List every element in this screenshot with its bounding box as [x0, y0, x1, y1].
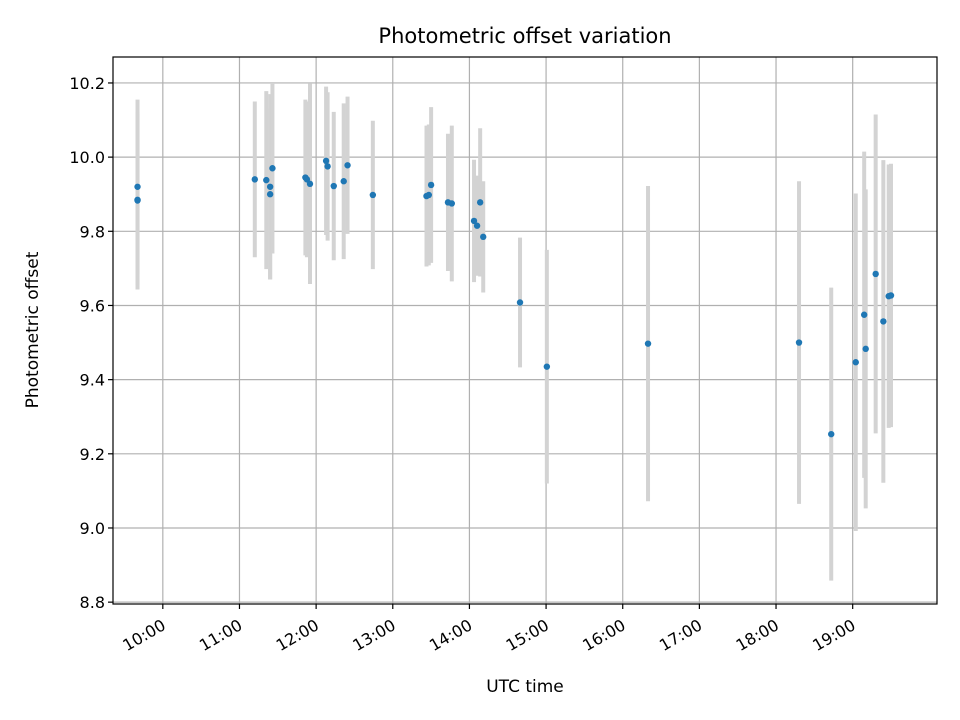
data-point — [470, 217, 478, 225]
chart-title: Photometric offset variation — [378, 24, 671, 48]
data-point — [448, 200, 455, 207]
data-point — [269, 165, 276, 172]
data-point — [828, 430, 835, 438]
x-tick-label: 10:00 — [119, 615, 168, 655]
data-point — [473, 222, 481, 229]
data-point — [134, 183, 141, 190]
x-axis-label: UTC time — [486, 677, 564, 697]
data-point — [263, 176, 270, 184]
data-point — [303, 176, 311, 183]
data-point — [266, 183, 274, 190]
y-tick-label: 9.0 — [80, 519, 105, 538]
data-point — [480, 233, 487, 241]
data-point — [306, 180, 314, 188]
data-point — [330, 182, 337, 190]
data-point — [543, 363, 551, 370]
y-tick-label: 9.2 — [80, 445, 105, 464]
data-point — [887, 292, 895, 299]
data-point — [425, 191, 433, 199]
y-tick-label: 10.2 — [69, 74, 105, 93]
data-point — [476, 199, 484, 206]
data-point — [427, 181, 435, 189]
y-axis-label: Photometric offset — [23, 251, 43, 408]
data-point — [860, 311, 868, 318]
data-point — [251, 176, 259, 183]
data-point — [344, 162, 351, 169]
y-tick-label: 10.0 — [69, 148, 105, 167]
x-tick-label: 17:00 — [656, 615, 705, 655]
data-point — [516, 299, 524, 306]
x-tick-label: 16:00 — [579, 615, 628, 655]
x-tick-label: 18:00 — [733, 615, 782, 655]
y-axis-ticks: 8.8 9.0 9.2 9.4 9.6 9.8 10.0 10.2 — [69, 74, 113, 612]
x-tick-label: 19:00 — [809, 615, 858, 655]
data-point — [369, 191, 377, 199]
y-tick-label: 9.4 — [80, 371, 105, 390]
x-tick-label: 11:00 — [196, 615, 245, 655]
x-tick-label: 14:00 — [426, 615, 475, 655]
data-point — [322, 157, 330, 165]
data-point — [880, 318, 887, 325]
data-point — [862, 345, 869, 353]
x-tick-label: 12:00 — [273, 615, 322, 655]
data-point — [324, 163, 331, 170]
data-point — [852, 359, 859, 366]
data-point — [644, 340, 652, 347]
data-point — [872, 270, 879, 278]
y-tick-label: 9.6 — [80, 296, 105, 315]
x-axis-ticks: 10:00 11:00 12:00 13:00 14:00 15:00 16:00 17:00… — [119, 604, 859, 655]
data-point — [340, 178, 347, 185]
x-tick-label: 13:00 — [349, 615, 398, 655]
data-points — [134, 157, 895, 438]
y-tick-label: 8.8 — [80, 593, 105, 612]
data-point — [266, 191, 274, 198]
plot-frame — [112, 56, 938, 605]
data-point — [134, 197, 141, 204]
data-point — [795, 339, 803, 346]
y-tick-label: 9.8 — [80, 222, 105, 241]
x-tick-label: 15:00 — [503, 615, 552, 655]
grid — [113, 57, 937, 604]
